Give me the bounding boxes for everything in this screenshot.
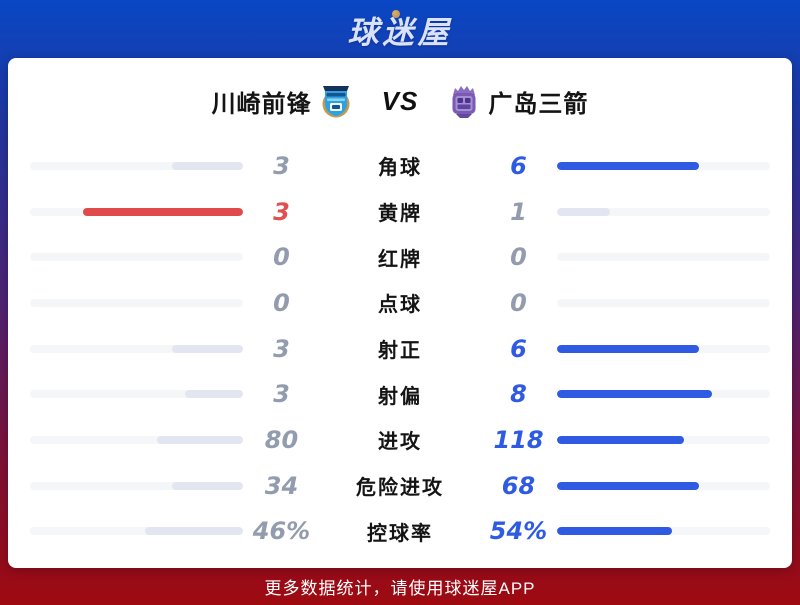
away-stat-value: 0 bbox=[510, 243, 527, 272]
stat-label: 黄牌 bbox=[378, 203, 422, 226]
stats-card: 川崎前锋 VS 广岛三箭 3 角球 6 bbox=[8, 58, 792, 568]
away-stat-bar bbox=[557, 435, 770, 444]
away-stat-value: 6 bbox=[510, 151, 527, 180]
home-stat-value: 0 bbox=[273, 288, 290, 317]
home-stat-value: 3 bbox=[273, 380, 290, 409]
home-stat-value: 3 bbox=[273, 334, 290, 363]
app-logo-text: 球迷屋 bbox=[347, 14, 453, 50]
stat-label: 进攻 bbox=[378, 431, 422, 454]
stat-label: 控球率 bbox=[367, 522, 433, 545]
home-stat-value: 0 bbox=[273, 243, 290, 272]
stat-row-dangerous-attacks: 34 危险进攻 68 bbox=[30, 463, 770, 509]
vs-label: VS bbox=[381, 85, 419, 116]
stat-label: 点球 bbox=[378, 294, 422, 317]
home-stat-bar bbox=[30, 481, 243, 490]
home-stat-bar bbox=[30, 161, 243, 170]
kawasaki-frontale-crest-icon bbox=[322, 86, 350, 118]
home-stat-bar bbox=[30, 207, 243, 216]
away-stat-value: 6 bbox=[510, 334, 527, 363]
away-stat-value: 0 bbox=[510, 288, 527, 317]
away-stat-bar bbox=[557, 344, 770, 353]
home-stat-bar bbox=[30, 298, 243, 307]
stat-label: 角球 bbox=[378, 157, 422, 180]
away-stat-bar bbox=[557, 527, 770, 536]
home-stat-value: 3 bbox=[273, 197, 290, 226]
stat-row-shots-on-target: 3 射正 6 bbox=[30, 326, 770, 372]
home-stat-bar bbox=[30, 435, 243, 444]
away-stat-bar bbox=[557, 481, 770, 490]
stat-row-corners: 3 角球 6 bbox=[30, 143, 770, 189]
stat-row-possession: 46% 控球率 54% bbox=[30, 509, 770, 555]
stat-label: 射偏 bbox=[378, 385, 422, 408]
home-stat-bar bbox=[30, 527, 243, 536]
home-team-name: 川崎前锋 bbox=[211, 90, 312, 118]
away-stat-value: 1 bbox=[510, 197, 527, 226]
soccer-ball-dot-icon bbox=[392, 10, 400, 18]
away-stat-value: 54% bbox=[489, 517, 548, 546]
away-stat-bar bbox=[557, 253, 770, 262]
stat-row-penalties: 0 点球 0 bbox=[30, 280, 770, 326]
home-stat-bar bbox=[30, 344, 243, 353]
sanfrecce-hiroshima-crest-icon bbox=[452, 86, 476, 118]
away-stat-bar bbox=[557, 161, 770, 170]
stat-row-red-cards: 0 红牌 0 bbox=[30, 234, 770, 280]
app-logo: 球迷屋 bbox=[0, 0, 800, 58]
away-stat-value: 8 bbox=[510, 380, 527, 409]
away-stat-bar bbox=[557, 298, 770, 307]
home-stat-value: 46% bbox=[252, 517, 311, 546]
home-stat-value: 34 bbox=[264, 471, 299, 500]
stats-list: 3 角球 6 3 黄牌 1 0 红牌 0 0 点球 0 bbox=[8, 143, 792, 554]
home-stat-value: 80 bbox=[264, 425, 299, 454]
home-stat-bar bbox=[30, 390, 243, 399]
stat-label: 危险进攻 bbox=[356, 477, 444, 500]
stat-row-attacks: 80 进攻 118 bbox=[30, 417, 770, 463]
away-team-name: 广岛三箭 bbox=[488, 90, 589, 118]
footer-banner: 更多数据统计，请使用球迷屋APP bbox=[0, 568, 800, 605]
away-stat-bar bbox=[557, 390, 770, 399]
away-stat-value: 118 bbox=[493, 425, 544, 454]
stat-row-shots-off-target: 3 射偏 8 bbox=[30, 371, 770, 417]
stat-row-yellow-cards: 3 黄牌 1 bbox=[30, 189, 770, 235]
away-stat-bar bbox=[557, 207, 770, 216]
footer-promo-text: 更多数据统计，请使用球迷屋APP bbox=[264, 579, 536, 598]
home-stat-value: 3 bbox=[273, 151, 290, 180]
away-stat-value: 68 bbox=[501, 471, 536, 500]
stat-label: 红牌 bbox=[378, 248, 422, 271]
match-header: 川崎前锋 VS 广岛三箭 bbox=[8, 76, 792, 126]
home-stat-bar bbox=[30, 253, 243, 262]
stat-label: 射正 bbox=[378, 340, 422, 363]
